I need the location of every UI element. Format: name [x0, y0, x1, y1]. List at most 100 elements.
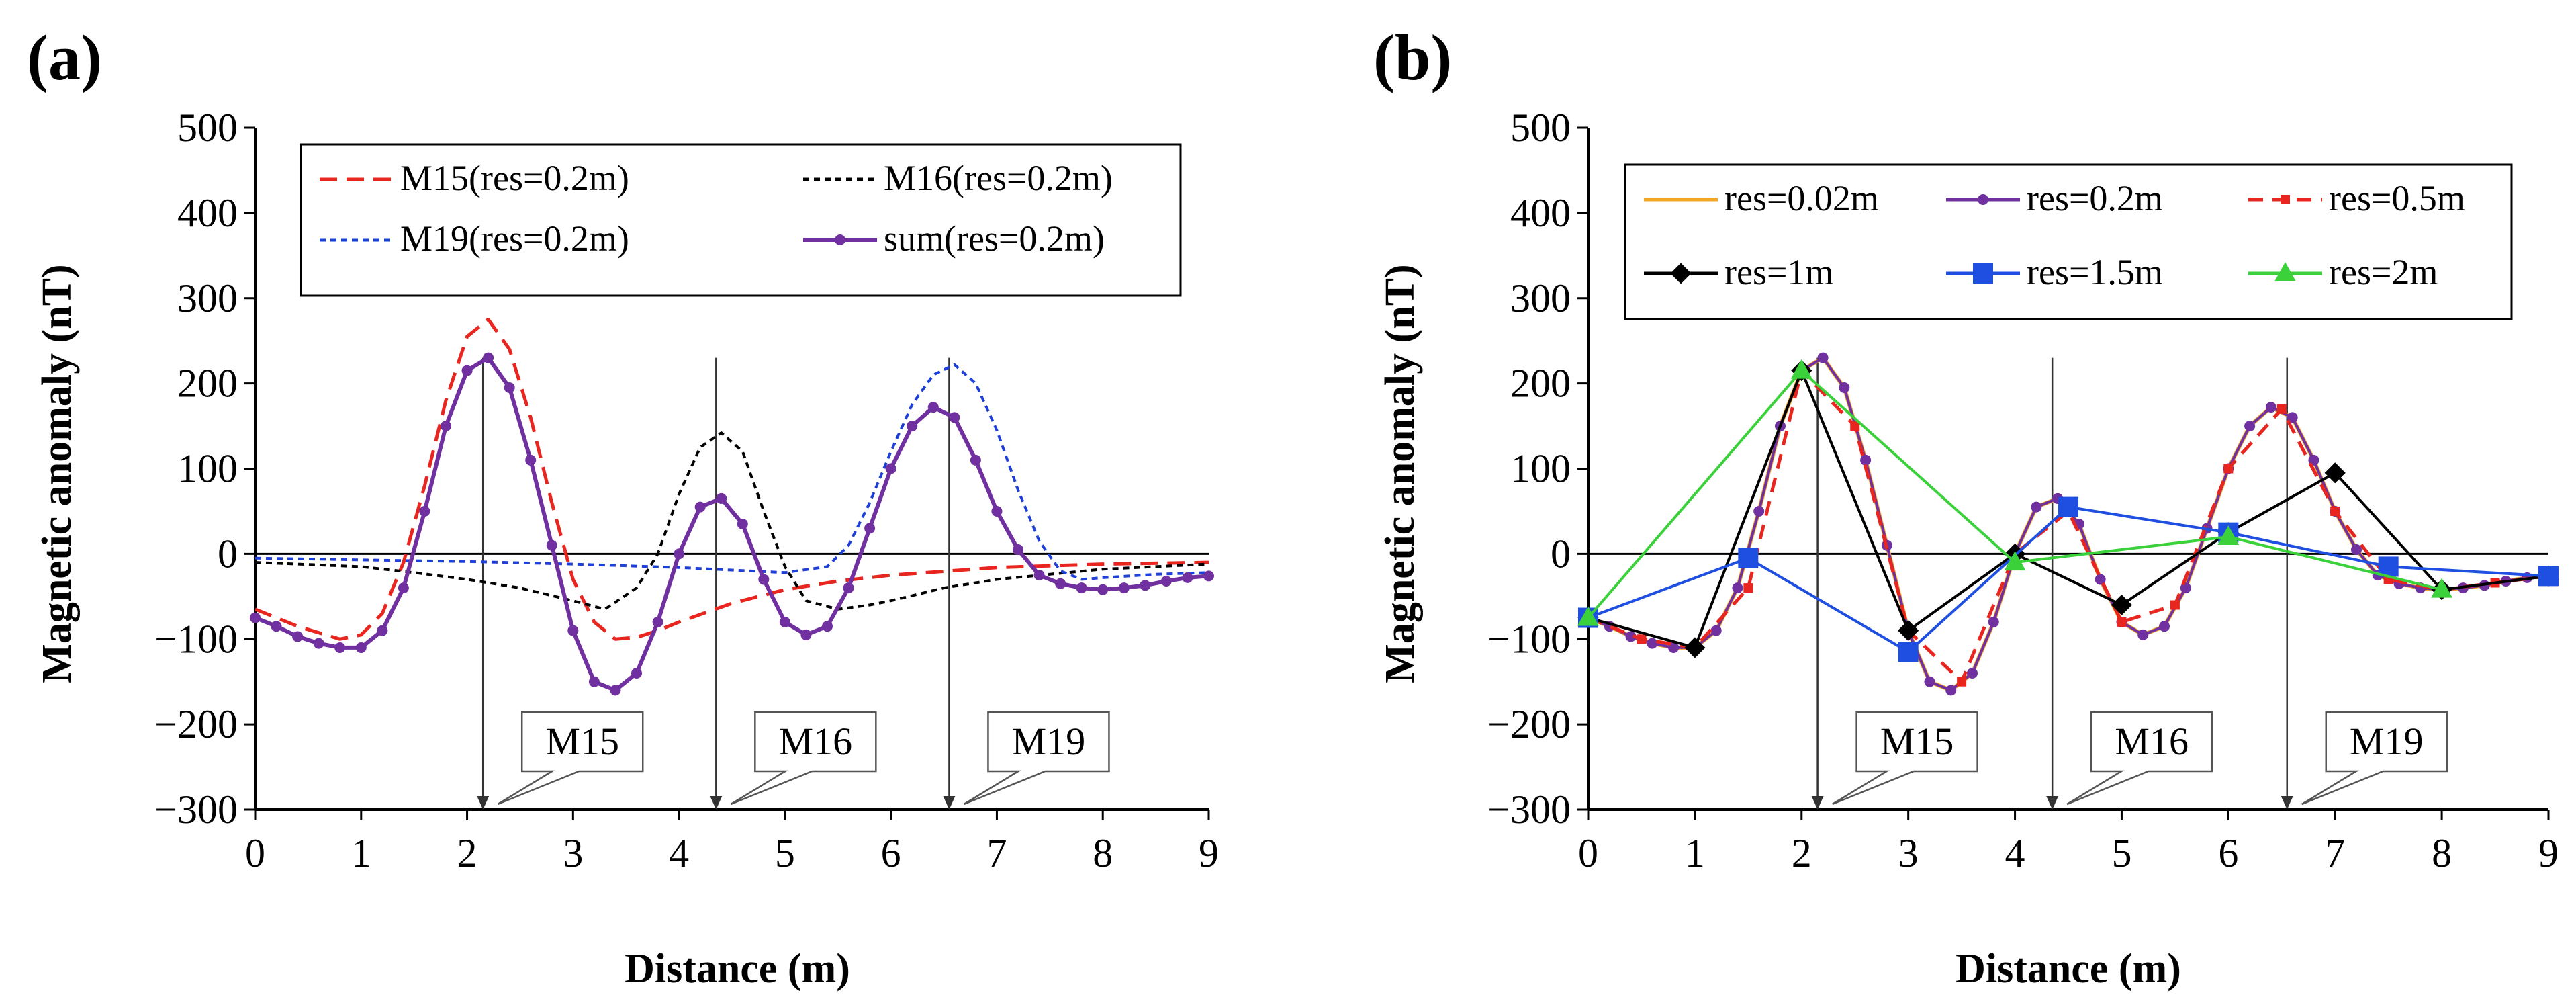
legend-box-b: [1624, 163, 2513, 320]
series-res-0-5m-b-point: [2170, 600, 2180, 610]
series-sum-res-0-2m-a-point: [525, 454, 537, 466]
series-m15-res-0-2m-a-line: [255, 318, 1209, 641]
y-tick-label-a: 500: [177, 105, 238, 150]
legend-a: M15(res=0.2m) M16(res=0.2m) M19(res=0.2m) s…: [300, 143, 1182, 297]
series-res-0-2m-b-point: [2287, 412, 2298, 423]
x-tick-label-a: 4: [669, 831, 689, 875]
series-res-0-2m-b-point: [1839, 382, 1850, 393]
series-res-0-5m-b-point: [1743, 583, 1753, 593]
series-res-0-02m-b: [1586, 355, 2550, 693]
legend-entry-res-1-5m-b-point: [1973, 263, 1993, 284]
y-tick-label-b: 200: [1510, 361, 1571, 406]
series-res-0-5m-b: [1583, 365, 2553, 687]
series-sum-res-0-2m-a-point: [779, 616, 790, 627]
series-res-2m-b-point: [2431, 578, 2453, 598]
series-res-0-2m-b-point: [1924, 676, 1935, 687]
x-tick-label-b: 5: [2111, 831, 2131, 875]
series-res-1m-b-point: [1684, 637, 1706, 658]
legend-entry-res-0-02m-b: res=0.02m: [1644, 178, 1879, 218]
annotation-arrowhead: [943, 796, 956, 810]
legend-entry-res-0-5m-b-label: res=0.5m: [2329, 178, 2465, 218]
series-res-2m-b-point: [1790, 359, 1812, 379]
x-tick-label-b: 9: [2538, 831, 2559, 875]
y-tick-label-b: −100: [1487, 617, 1571, 661]
x-tick-label-b: 7: [2325, 831, 2345, 875]
series-res-0-2m-b-point: [1817, 352, 1829, 363]
y-tick-label-a: 200: [177, 361, 238, 406]
y-tick-label-b: 0: [1551, 531, 1571, 576]
series-sum-res-0-2m-a-point: [991, 505, 1003, 517]
series-res-1-5m-b-point: [1738, 548, 1759, 568]
x-tick-label-b: 0: [1578, 831, 1598, 875]
series-sum-res-0-2m-a-point: [419, 505, 430, 517]
legend-entry-res-1m-b-label: res=1m: [1724, 252, 1833, 292]
series-sum-res-0-2m-a-point: [292, 631, 304, 642]
legend-entry-res-0-5m-b: res=0.5m: [2248, 178, 2465, 218]
x-tick-label-a: 1: [351, 831, 371, 875]
legend-entry-res-1-5m-b-label: res=1.5m: [2027, 252, 2163, 292]
legend-entry-res-0-2m-b-point: [1978, 194, 1988, 205]
series-res-0-2m-b-point: [2031, 501, 2042, 513]
series-sum-res-0-2m-a-point: [907, 421, 918, 432]
series-res-0-2m-b-point: [2159, 621, 2170, 632]
series-sum-res-0-2m-a-point: [1013, 544, 1023, 556]
x-tick-label-b: 1: [1685, 831, 1705, 875]
x-tick-label-b: 6: [2218, 831, 2238, 875]
series-res-2m-b-line: [1587, 369, 2444, 619]
series-sum-res-0-2m-a-point: [885, 463, 896, 474]
y-axis-title-a: Magnetic anomaly (nT): [34, 264, 80, 683]
series-res-1-5m-b-point: [2538, 566, 2559, 587]
x-tick-label-a: 6: [881, 831, 901, 875]
series-res-2m-b: [1577, 359, 2453, 626]
annotation-arrowhead: [710, 796, 723, 810]
legend-entry-m16-res-0-2m-a-label: M16(res=0.2m): [884, 158, 1113, 198]
annotation-m19-b: M19: [2281, 357, 2448, 810]
legend-entry-m15-res-0-2m-a-label: M15(res=0.2m): [400, 158, 629, 198]
callout-box: [2301, 711, 2448, 806]
y-tick-label-a: −300: [154, 787, 238, 832]
annotation-m19-a: M19: [943, 357, 1110, 810]
legend-entry-res-0-2m-b-label: res=0.2m: [2027, 178, 2163, 218]
series-res-0-2m-b-point: [1710, 625, 1722, 636]
series-res-0-02m-b-line: [1586, 355, 2550, 693]
series-res-0-5m-b-point: [1850, 421, 1860, 431]
series-sum-res-0-2m-a: [250, 352, 1214, 696]
series-sum-res-0-2m-a-point: [483, 352, 494, 363]
series-m16-res-0-2m-a-line: [255, 431, 1209, 611]
series-sum-res-0-2m-a-point: [461, 365, 473, 376]
panel-b: (b) Magnetic anomaly (nT) Distance (m) −…: [1373, 21, 2559, 992]
series-sum-res-0-2m-a-point: [758, 574, 770, 585]
series-res-0-5m-b-point: [1637, 634, 1647, 644]
series-m19-res-0-2m-a: [255, 363, 1209, 581]
legend-entry-m15-res-0-2m-a: M15(res=0.2m): [320, 158, 629, 198]
callout-label-m15: M15: [1880, 720, 1954, 763]
legend-entry-res-2m-b-label: res=2m: [2329, 252, 2438, 292]
series-sum-res-0-2m-a-point: [334, 642, 346, 653]
annotation-arrowhead: [2046, 796, 2059, 810]
series-sum-res-0-2m-a-point: [355, 642, 367, 653]
y-tick-label-a: 300: [177, 276, 238, 320]
y-tick-label-a: 0: [218, 531, 238, 576]
series-sum-res-0-2m-a-point: [398, 582, 409, 594]
series-res-2m-b-point: [2004, 551, 2026, 571]
series-sum-res-0-2m-a-point: [1097, 584, 1109, 595]
series-m15-res-0-2m-a: [255, 318, 1209, 641]
x-tick-label-a: 7: [986, 831, 1007, 875]
series-sum-res-0-2m-a-point: [737, 518, 748, 529]
annotation-m15-a: M15: [477, 357, 644, 810]
legend-b: res=0.02m res=0.2m res=0.5m res=1m res=1.5m r…: [1624, 163, 2513, 320]
series-res-0-2m-b-point: [2095, 574, 2106, 585]
series-res-2m-b-point: [2217, 525, 2240, 545]
series-sum-res-0-2m-a-point: [1140, 580, 1151, 591]
y-tick-label-a: 100: [177, 447, 238, 491]
x-tick-label-b: 2: [1792, 831, 1812, 875]
series-res-0-2m-b: [1583, 352, 2554, 696]
x-tick-label-b: 3: [1898, 831, 1919, 875]
series-sum-res-0-2m-a-point: [652, 616, 663, 627]
series-sum-res-0-2m-a-point: [588, 676, 600, 687]
series-res-0-2m-b-line: [1587, 356, 2550, 692]
legend-entry-m16-res-0-2m-a: M16(res=0.2m): [803, 158, 1113, 198]
series-res-0-2m-b-point: [1625, 631, 1637, 642]
series-res-0-2m-b-point: [2244, 421, 2256, 432]
callout-label-m16: M16: [2115, 720, 2189, 763]
